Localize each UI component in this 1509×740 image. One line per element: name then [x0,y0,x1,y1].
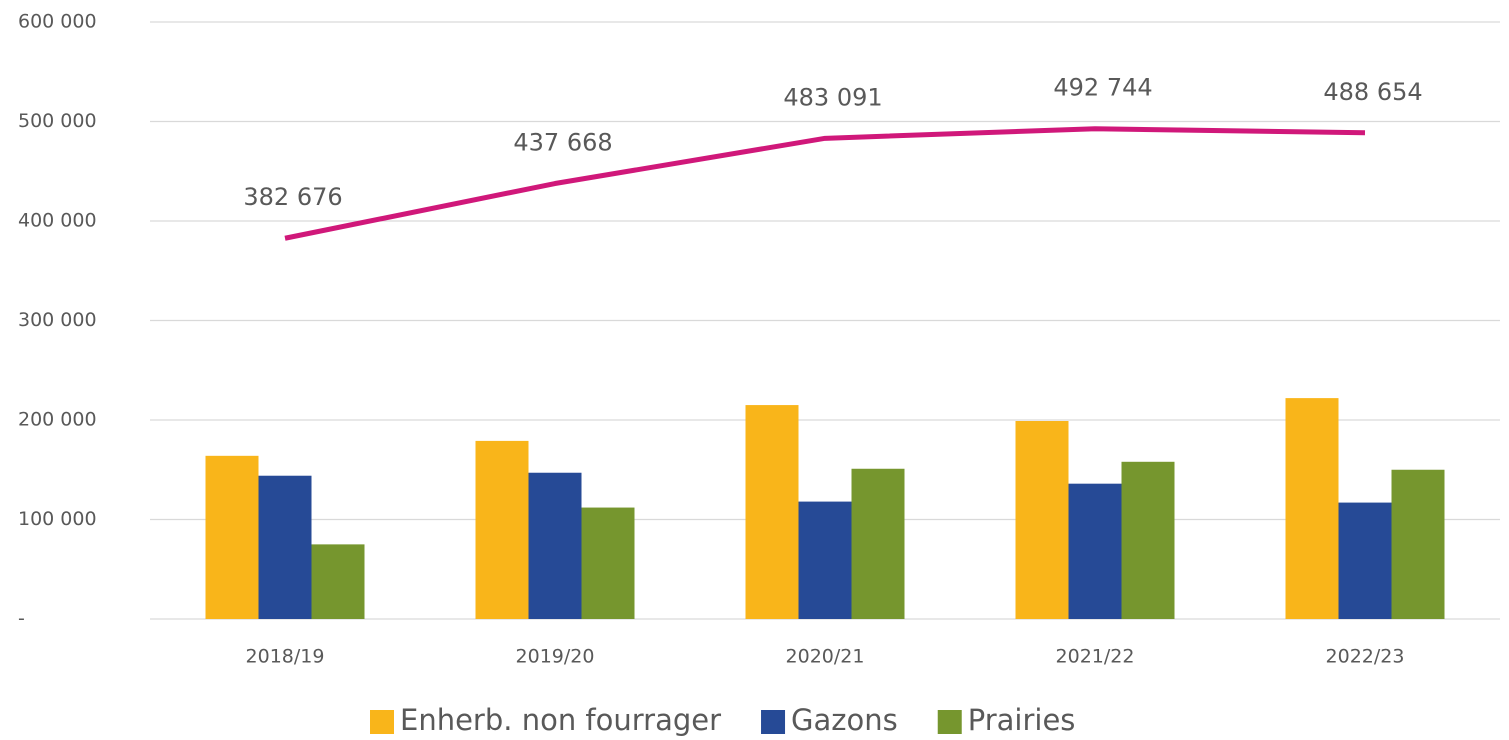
bar [1121,461,1175,619]
bar [1068,483,1122,619]
data-label: 483 091 [783,83,882,111]
bar [258,475,312,619]
y-tick-label: - [18,608,25,630]
legend-label: Enherb. non fourrager [400,703,721,737]
y-tick-label: 500 000 [18,110,97,132]
data-label: 382 676 [243,183,342,211]
x-tick-label: 2021/22 [1056,646,1135,668]
y-tick-label: 200 000 [18,409,97,431]
x-tick-label: 2018/19 [246,646,325,668]
data-label: 488 654 [1323,78,1422,106]
y-tick-label: 300 000 [18,309,97,331]
x-tick-label: 2020/21 [786,646,865,668]
y-tick-label: 400 000 [18,210,97,232]
bar [1285,398,1339,619]
x-tick-label: 2022/23 [1326,646,1405,668]
bar [581,507,635,619]
legend-label: Prairies [968,703,1076,737]
y-tick-label: 100 000 [18,508,97,530]
legend-swatch [370,710,394,734]
legend-swatch [937,710,962,734]
data-label: 437 668 [513,129,612,157]
x-tick-label: 2019/20 [516,646,595,668]
bar [205,455,259,619]
bar [1391,469,1445,619]
bar [1338,502,1392,619]
data-label: 492 744 [1053,74,1152,102]
bar [475,440,529,619]
bar [528,472,582,619]
bar [1015,420,1069,619]
legend-swatch [761,710,786,734]
legend-label: Gazons [791,703,898,737]
line [284,126,1366,241]
bar [851,468,905,619]
bar [798,501,852,619]
y-tick-label: 600 000 [18,11,97,33]
bar [311,544,365,619]
bar [745,405,799,619]
